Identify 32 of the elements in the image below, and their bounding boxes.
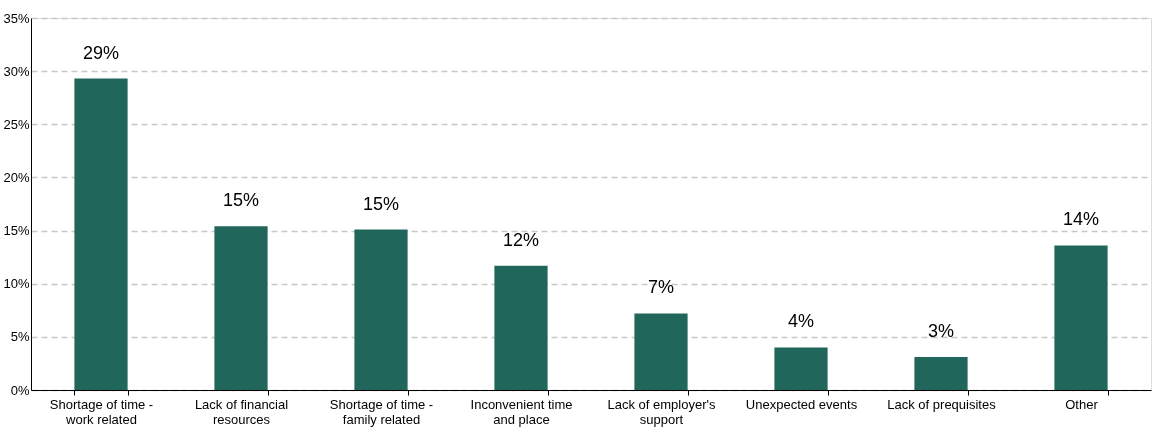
y-tick-label: 15% <box>3 223 30 239</box>
data-label: 3% <box>927 321 955 342</box>
data-label: 12% <box>502 229 540 250</box>
x-tick-label: Inconvenient time and place <box>470 396 573 427</box>
x-tick-label: Lack of employer's support <box>607 396 716 427</box>
x-tick-label: Shortage of time - family related <box>329 396 434 427</box>
y-tick-label: 10% <box>3 276 30 292</box>
bar <box>494 265 548 390</box>
x-tick-label: Lack of prequisites <box>887 396 997 412</box>
x-tick-label: Other <box>1065 396 1099 412</box>
bar <box>1054 245 1108 390</box>
y-tick-label: 30% <box>3 63 30 79</box>
y-tick-label: 20% <box>3 169 30 185</box>
bar <box>774 347 828 390</box>
y-tick-label: 5% <box>10 329 30 345</box>
data-label: 7% <box>647 277 675 298</box>
data-label: 14% <box>1062 209 1100 230</box>
bar <box>354 229 408 390</box>
data-label: 15% <box>222 190 260 211</box>
x-tick-label: Shortage of time - work related <box>49 396 154 427</box>
data-label: 29% <box>82 42 120 63</box>
data-label: 4% <box>787 311 815 332</box>
bar <box>634 313 688 390</box>
data-label: 15% <box>362 193 400 214</box>
x-tick-label: Unexpected events <box>745 396 858 412</box>
bar <box>914 357 968 390</box>
y-tick-label: 25% <box>3 116 30 132</box>
y-tick-label: 0% <box>10 382 30 398</box>
x-tick-label: Lack of financial resources <box>194 396 289 427</box>
y-tick-label: 35% <box>3 10 30 26</box>
bar <box>214 226 268 390</box>
bar <box>74 78 128 390</box>
